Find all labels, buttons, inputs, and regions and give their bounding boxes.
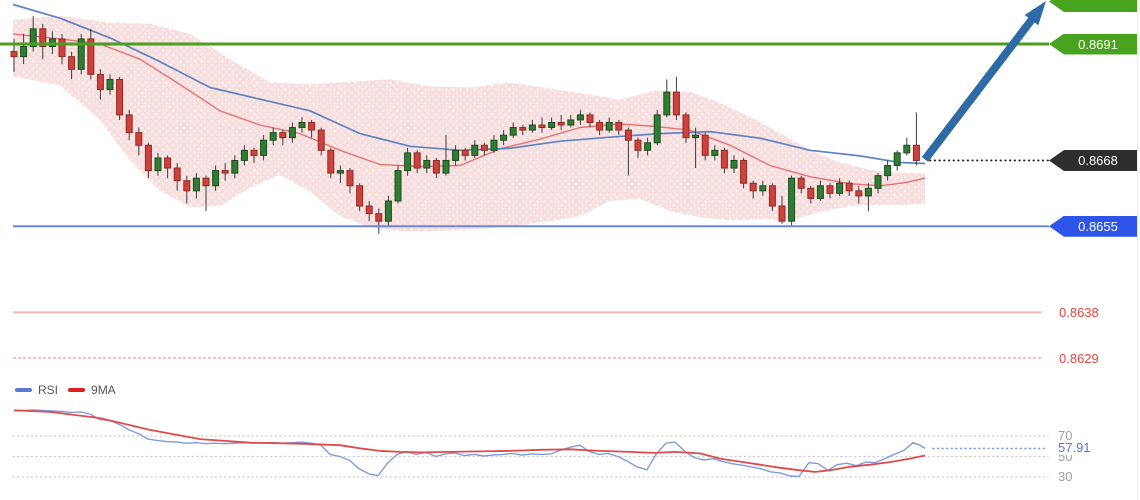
resistance-price-tag: 0.8691 <box>1049 33 1137 55</box>
target-price-tag <box>1049 0 1137 12</box>
rsi-axis-70: 70 <box>1058 428 1073 443</box>
support-price-tag: 0.8655 <box>1049 215 1137 237</box>
rsi-legend-label: RSI <box>38 383 59 397</box>
legend-item-9ma[interactable]: 9MA <box>68 383 116 397</box>
legend-item-rsi[interactable]: RSI <box>15 383 58 397</box>
ma-legend-label: 9MA <box>91 383 116 397</box>
rsi-current-value: 57.91 <box>1058 440 1102 456</box>
ma-swatch-icon <box>68 388 86 392</box>
current-price-tag: 0.8668 <box>1049 149 1137 171</box>
chart-right-border <box>1137 0 1138 500</box>
rsi-legend: RSI 9MA <box>15 383 116 397</box>
level-label-0-8629: 0.8629 <box>1059 350 1099 366</box>
candles <box>10 16 920 234</box>
level-label-0-8638: 0.8638 <box>1059 305 1099 321</box>
rsi-swatch-icon <box>15 388 32 392</box>
rsi-axis-30: 30 <box>1058 469 1073 484</box>
